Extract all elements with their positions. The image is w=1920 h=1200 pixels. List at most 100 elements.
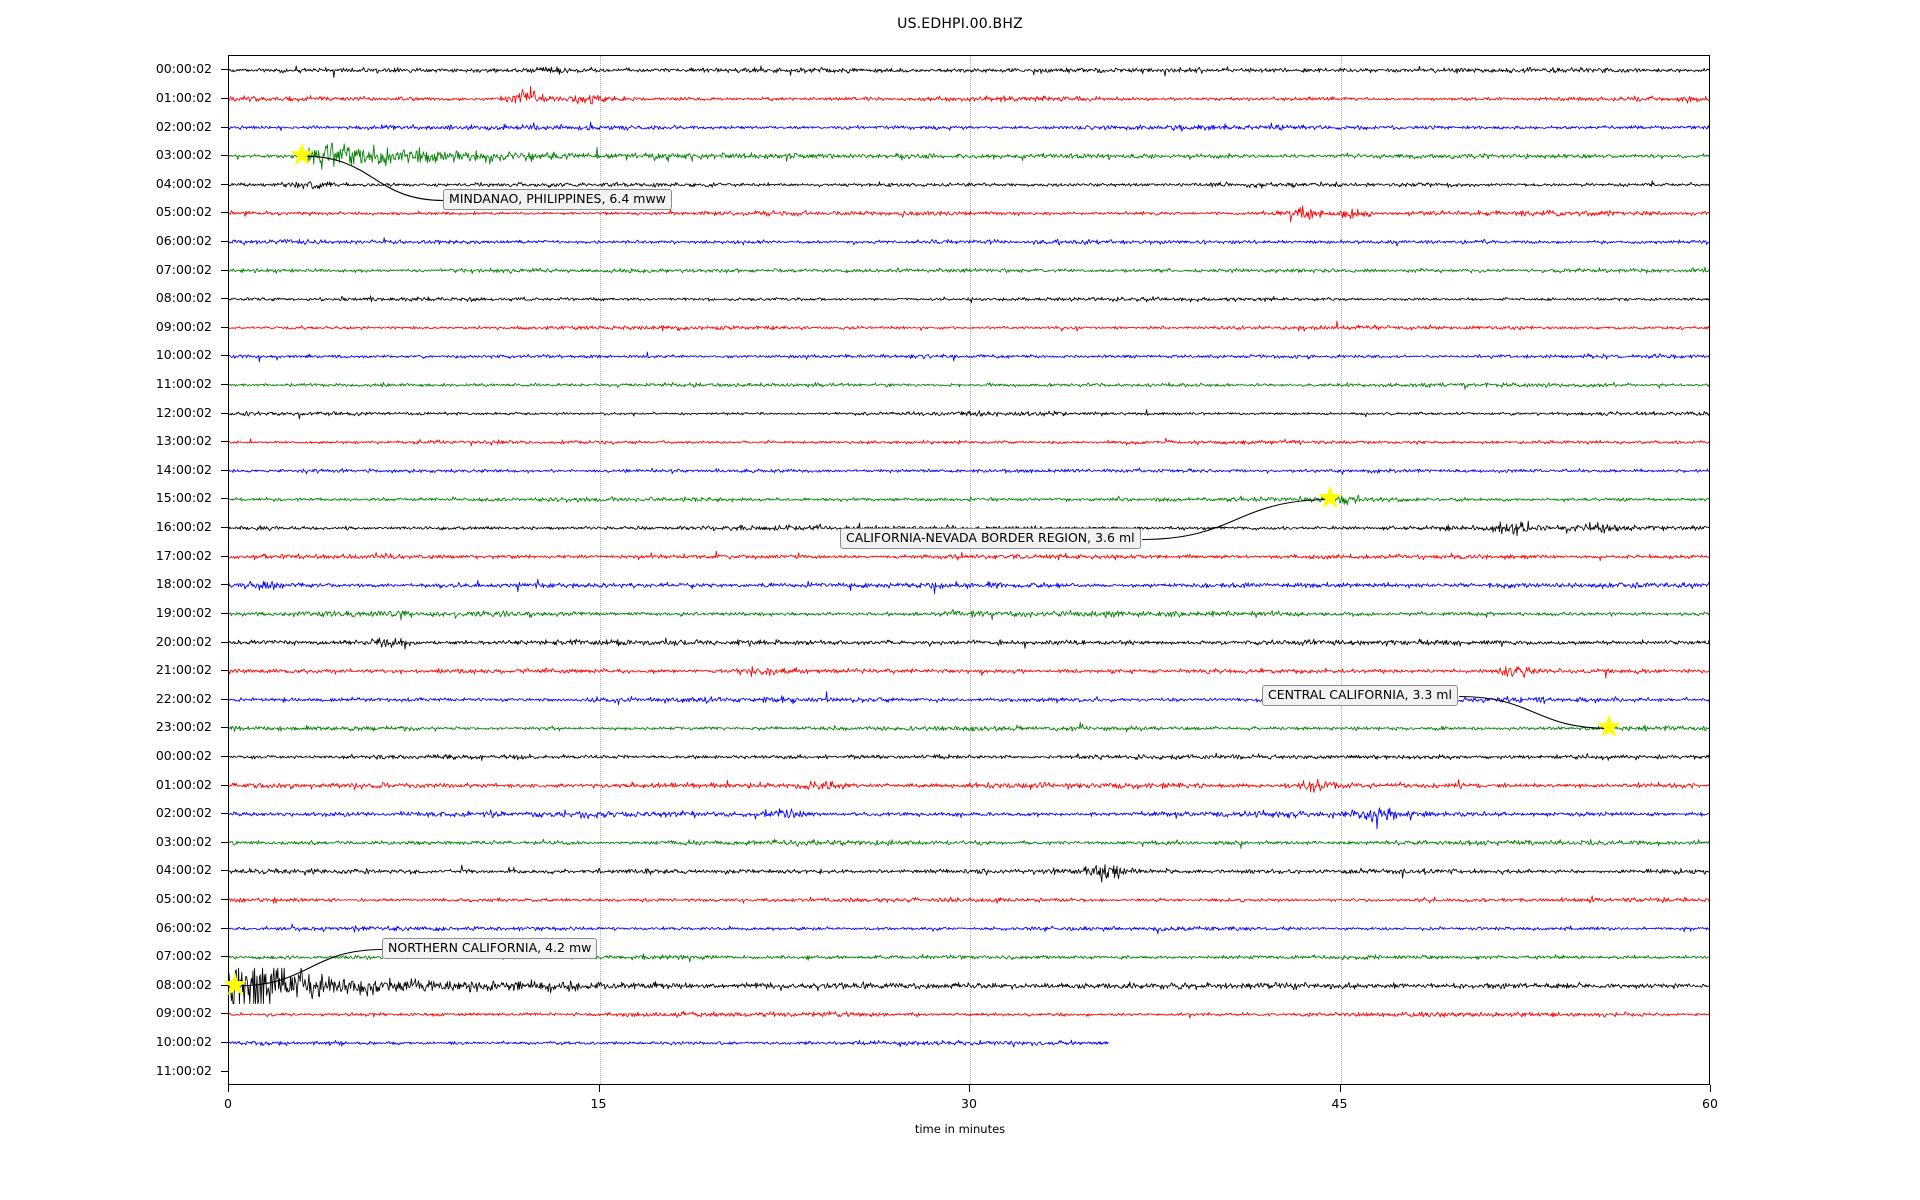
y-axis-tick	[221, 670, 228, 672]
y-axis-label: 01:00:02	[155, 89, 212, 105]
gridline-15	[599, 56, 601, 1084]
y-axis-tick	[221, 727, 228, 729]
event-annotation-label[interactable]: MINDANAO, PHILIPPINES, 6.4 mww	[443, 189, 672, 211]
y-axis-label: 09:00:02	[155, 1005, 212, 1021]
plot-area	[228, 55, 1710, 1085]
y-axis-tick	[221, 755, 228, 757]
y-axis-label: 06:00:02	[155, 232, 212, 248]
seismic-trace	[229, 351, 1709, 363]
seismic-trace	[229, 409, 1709, 420]
y-axis-label: 21:00:02	[155, 661, 212, 677]
seismic-trace	[229, 778, 1709, 793]
y-axis-tick	[221, 498, 228, 500]
y-axis-tick	[221, 584, 228, 586]
x-axis-label: 0	[224, 1096, 232, 1111]
y-axis-tick	[221, 212, 228, 214]
y-axis-tick	[221, 155, 228, 157]
y-axis-tick	[221, 441, 228, 443]
seismic-trace	[229, 237, 1709, 247]
x-axis-label: 15	[590, 1096, 607, 1111]
y-axis-tick	[221, 298, 228, 300]
y-axis-tick	[221, 927, 228, 929]
seismic-trace	[229, 752, 1709, 761]
seismic-trace	[229, 637, 1709, 650]
y-axis-tick	[221, 641, 228, 643]
seismic-trace	[229, 85, 1709, 105]
y-axis-label: 16:00:02	[155, 518, 212, 534]
y-axis-tick	[221, 469, 228, 471]
y-axis-label: 07:00:02	[155, 261, 212, 277]
seismic-trace	[229, 967, 1709, 1005]
y-axis-tick	[221, 527, 228, 529]
y-axis-label: 10:00:02	[155, 1033, 212, 1049]
seismic-trace	[229, 295, 1709, 304]
annotation-leader-line	[303, 155, 445, 202]
y-axis-label: 11:00:02	[155, 375, 212, 391]
event-annotation-label[interactable]: NORTHERN CALIFORNIA, 4.2 mw	[382, 938, 598, 960]
y-axis-label: 02:00:02	[155, 118, 212, 134]
seismic-trace	[229, 381, 1709, 390]
y-axis-tick	[221, 1013, 228, 1015]
seismic-trace	[229, 608, 1709, 621]
seismic-trace	[229, 266, 1709, 275]
seismic-trace	[229, 923, 1709, 935]
x-axis-label: 45	[1331, 1096, 1348, 1111]
y-axis-label: 04:00:02	[155, 862, 212, 878]
y-axis-label: 09:00:02	[155, 318, 212, 334]
y-axis-tick	[221, 355, 228, 357]
x-axis-tick	[969, 1085, 970, 1092]
y-axis-tick	[221, 412, 228, 414]
y-axis-tick	[221, 612, 228, 614]
x-axis-tick	[1339, 1085, 1341, 1092]
seismic-trace	[229, 1039, 1109, 1048]
seismic-trace	[229, 180, 1709, 190]
x-axis-label: 60	[1702, 1096, 1718, 1111]
seismic-trace	[229, 691, 1709, 706]
y-axis-label: 15:00:02	[155, 490, 212, 506]
seismic-traces	[229, 65, 1709, 1048]
seismic-trace	[229, 320, 1709, 332]
x-axis-title: time in minutes	[914, 1122, 1006, 1136]
y-axis-tick	[221, 841, 228, 843]
annotation-leader-line	[1458, 695, 1610, 729]
x-axis-tick	[228, 1085, 229, 1092]
y-axis-tick	[221, 555, 228, 557]
y-axis-tick	[221, 870, 228, 872]
event-annotation-label[interactable]: CALIFORNIA-NEVADA BORDER REGION, 3.6 ml	[840, 528, 1141, 550]
y-axis-label: 08:00:02	[155, 976, 212, 992]
y-axis-tick	[221, 698, 228, 700]
y-axis-label: 03:00:02	[155, 833, 212, 849]
y-axis-label: 02:00:02	[155, 804, 212, 820]
y-axis-tick	[221, 183, 228, 185]
gridline-45	[1340, 56, 1342, 1084]
y-axis-label: 20:00:02	[155, 633, 212, 649]
y-axis-tick	[221, 269, 228, 271]
y-axis-tick	[221, 899, 228, 901]
y-axis-tick	[221, 240, 228, 242]
y-axis-tick	[221, 813, 228, 815]
seismic-trace	[229, 838, 1709, 849]
x-axis-tick	[598, 1085, 600, 1092]
y-axis-tick	[221, 984, 228, 986]
y-axis-label: 17:00:02	[155, 547, 212, 563]
seismic-trace	[229, 550, 1709, 562]
seismic-trace	[229, 864, 1709, 883]
y-axis-label: 08:00:02	[155, 289, 212, 305]
gridline-30	[970, 56, 971, 1084]
seismic-trace	[229, 807, 1709, 830]
y-axis-label: 05:00:02	[155, 204, 212, 220]
seismic-trace	[229, 721, 1709, 733]
seismic-trace	[229, 205, 1709, 223]
y-axis-label: 06:00:02	[155, 919, 212, 935]
y-axis-label: 11:00:02	[155, 1062, 212, 1078]
event-annotation-label[interactable]: CENTRAL CALIFORNIA, 3.3 ml	[1262, 685, 1458, 707]
y-axis-label: 12:00:02	[155, 404, 212, 420]
page-title: US.EDHPI.00.BHZ	[897, 16, 1023, 32]
y-axis-label: 22:00:02	[155, 690, 212, 706]
plot-inner	[229, 56, 1709, 1084]
y-axis-tick	[221, 69, 228, 71]
y-axis-label: 01:00:02	[155, 776, 212, 792]
y-axis-tick	[221, 784, 228, 786]
y-axis-label: 18:00:02	[155, 576, 212, 592]
